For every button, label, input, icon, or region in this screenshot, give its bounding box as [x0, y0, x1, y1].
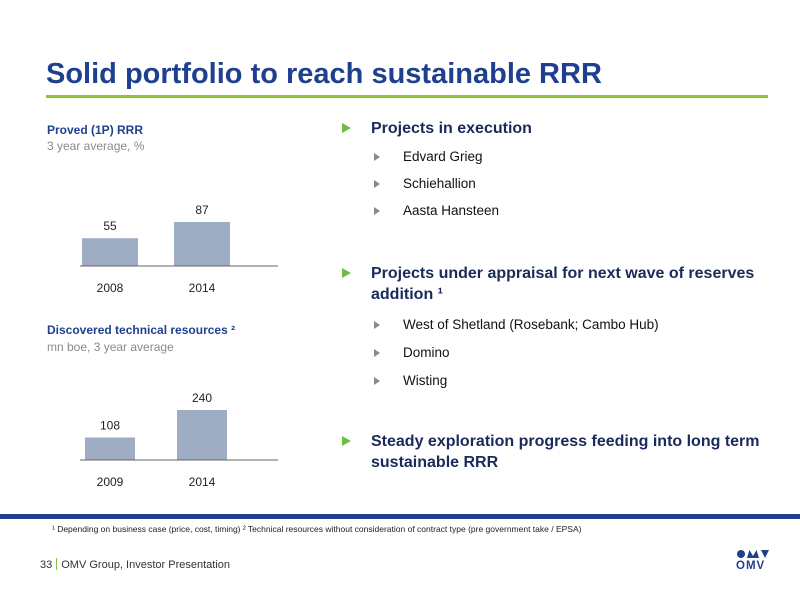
sub-bullet-text: Wisting — [403, 373, 448, 388]
footer-text: OMV Group, Investor Presentation — [61, 559, 230, 571]
grey-arrow-icon — [374, 207, 380, 215]
green-arrow-icon — [342, 268, 351, 278]
omv-logo-text: OMV — [736, 560, 766, 572]
sub-bullet: Wisting — [342, 372, 782, 390]
chart1-plot: 55 2008 87 2014 — [80, 203, 278, 295]
sub-bullet-text: Domino — [403, 345, 450, 360]
slide-title: Solid portfolio to reach sustainable RRR — [46, 58, 602, 90]
bullet-text: Projects under appraisal for next wave o… — [371, 265, 755, 303]
sub-bullet-text: Edvard Grieg — [403, 149, 483, 164]
bar-2009 — [85, 437, 135, 460]
bullet-projects-execution: Projects in execution — [342, 118, 782, 139]
footer-divider — [56, 558, 58, 570]
sub-bullet: Edvard Grieg — [342, 148, 782, 166]
x-tick-label: 2009 — [97, 475, 124, 489]
title-underline — [46, 95, 768, 98]
chart2-subtitle: mn boe, 3 year average — [47, 340, 174, 354]
omv-logo: OMV — [736, 549, 770, 572]
omv-logo-symbol-icon — [736, 549, 770, 559]
chart2-plot: 108 2009 240 2014 — [80, 391, 278, 489]
green-arrow-icon — [342, 123, 351, 133]
bullet-exploration-progress: Steady exploration progress feeding into… — [342, 431, 782, 473]
bar-2008 — [82, 238, 138, 266]
bullet-text: Steady exploration progress feeding into… — [371, 433, 760, 471]
sub-bullet: West of Shetland (Rosebank; Cambo Hub) — [342, 316, 782, 334]
bullet-projects-appraisal: Projects under appraisal for next wave o… — [342, 263, 782, 305]
x-tick-label: 2008 — [97, 281, 124, 295]
sub-bullet: Aasta Hansteen — [342, 202, 782, 220]
chart1-title: Proved (1P) RRR — [47, 123, 144, 137]
data-label: 87 — [195, 203, 209, 217]
sub-bullet: Schiehallion — [342, 175, 782, 193]
green-arrow-icon — [342, 436, 351, 446]
grey-arrow-icon — [374, 349, 380, 357]
x-tick-label: 2014 — [189, 281, 216, 295]
footer: 33 OMV Group, Investor Presentation — [40, 558, 230, 571]
sub-bullet-text: Schiehallion — [403, 176, 476, 191]
grey-arrow-icon — [374, 321, 380, 329]
x-tick-label: 2014 — [189, 475, 216, 489]
data-label: 55 — [103, 219, 117, 233]
bullet-list: Projects in execution Edvard Grieg Schie… — [342, 118, 782, 473]
bar-2014 — [174, 222, 230, 266]
sub-bullet-text: Aasta Hansteen — [403, 203, 500, 218]
sub-bullet: Domino — [342, 344, 782, 362]
footnote: ¹ Depending on business case (price, cos… — [52, 524, 582, 534]
grey-arrow-icon — [374, 180, 380, 188]
grey-arrow-icon — [374, 153, 380, 161]
bullet-text: Projects in execution — [371, 120, 532, 137]
page-number: 33 — [40, 559, 53, 571]
bar-2014 — [177, 410, 227, 460]
sub-bullet-text: West of Shetland (Rosebank; Cambo Hub) — [403, 317, 659, 332]
data-label: 240 — [192, 391, 212, 405]
chart2-title: Discovered technical resources ² — [47, 323, 236, 337]
chart1-subtitle: 3 year average, % — [47, 139, 145, 153]
bottom-bar — [0, 514, 800, 519]
grey-arrow-icon — [374, 377, 380, 385]
data-label: 108 — [100, 419, 120, 433]
